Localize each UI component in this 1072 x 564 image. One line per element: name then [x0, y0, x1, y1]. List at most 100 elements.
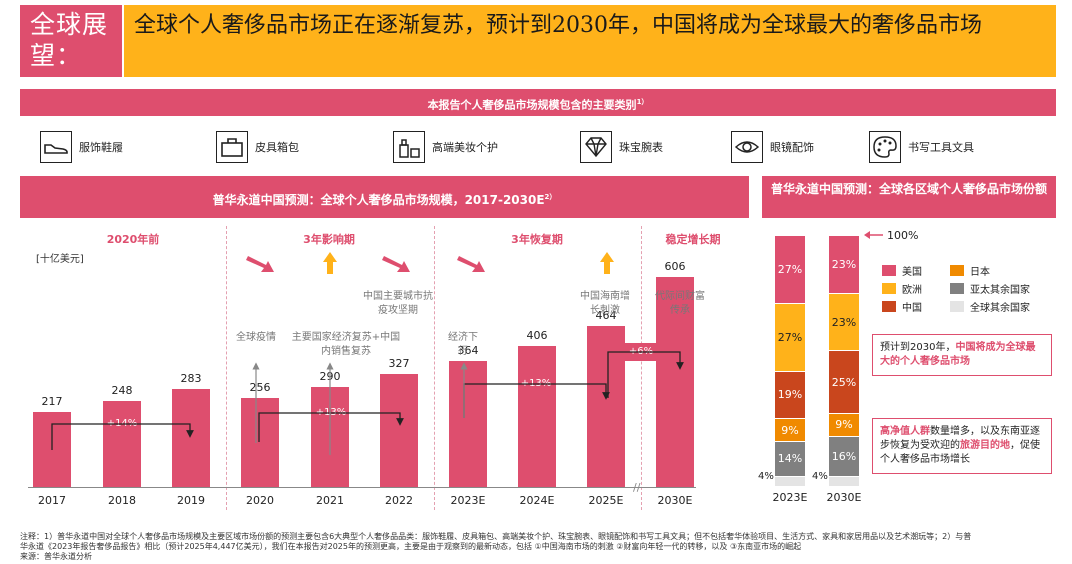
bar-chart-title-sup: 2）	[544, 193, 557, 201]
legend-swatch	[882, 283, 896, 294]
category-eyewear: 眼镜配饰	[731, 131, 814, 163]
cosmetics-icon	[393, 131, 425, 163]
footnote: 注释：1）普华永道中国对全球个人奢侈品市场规模及主要区域市场份额的预测主要包含6…	[20, 532, 1060, 562]
eye-icon	[731, 131, 763, 163]
share-segment-2023E: 9%	[775, 419, 805, 441]
bar-value-label: 606	[664, 260, 686, 274]
bar-chart-title-band: 普华永道中国预测：全球个人奢侈品市场规模，2017-2030E2）	[20, 176, 749, 218]
legend-label: 中国	[902, 303, 922, 314]
legend-label: 欧洲	[902, 285, 922, 296]
bar-2023E	[449, 361, 487, 487]
category-label: 珠宝腕表	[619, 141, 663, 154]
note-highlight: 中国将成为全球最大的个人奢侈品市场	[880, 342, 1036, 367]
share-segment-2023E: 27%	[775, 303, 805, 371]
diamond-icon	[580, 131, 612, 163]
note-china-largest: 预计到2030年，中国将成为全球最大的个人奢侈品市场	[872, 334, 1052, 376]
share-segment-2023E: 27%	[775, 236, 805, 303]
legend-item-apac: 亚太其余国家	[950, 281, 1030, 296]
trend-down-arrow-icon	[246, 256, 485, 272]
share-segment-2023E: 19%	[775, 371, 805, 419]
palette-icon	[869, 131, 901, 163]
share-segment-2030E: 23%	[829, 236, 859, 293]
x-tick-label: 2020	[246, 494, 274, 507]
share-segment-2030E: 9%	[829, 414, 859, 436]
bar-value-label: 256	[249, 381, 271, 395]
bar-2030E	[656, 277, 694, 487]
bar-value-label: 364	[457, 344, 479, 357]
legend-swatch	[950, 283, 964, 294]
note-highlight: 旅游目的地	[960, 440, 1010, 451]
bar-2019	[172, 389, 210, 487]
phase-label: 3年影响期	[303, 233, 355, 246]
x-axis	[28, 487, 696, 488]
note-text: 预计到2030年，	[880, 342, 956, 353]
phase-label: 3年恢复期	[511, 233, 563, 246]
categories-band-sup: 1）	[636, 98, 649, 106]
legend-label: 日本	[970, 267, 990, 278]
shoe-icon	[40, 131, 72, 163]
legend-swatch	[950, 265, 964, 276]
legend-item-china: 中国	[882, 299, 922, 314]
y-axis-unit: [十亿美元]	[36, 254, 84, 265]
category-apparel: 服饰鞋履	[40, 131, 123, 163]
phase-label: 2020年前	[106, 233, 160, 246]
bag-icon	[216, 131, 248, 163]
bar-value-label: 248	[111, 384, 133, 398]
category-leather: 皮具箱包	[216, 131, 299, 163]
x-tick-label: 2022	[385, 494, 413, 507]
x-tick-label: 2023E	[450, 494, 486, 507]
bar-2025E	[587, 326, 625, 487]
category-label: 书写工具文具	[908, 141, 974, 154]
categories-band-title: 本报告个人奢侈品市场规模包含的主要类别	[427, 98, 637, 112]
annotation: 中国海南增长刺激	[580, 291, 630, 316]
phase-divider	[641, 226, 642, 510]
share-small-label: 4%	[812, 470, 828, 482]
x-tick-label: 2017	[38, 494, 66, 507]
legend-item-rest: 全球其余国家	[950, 299, 1030, 314]
share-segment-2030E	[829, 476, 859, 486]
bar-value-label: 327	[388, 356, 410, 370]
bar-value-label: 283	[180, 372, 202, 386]
annotation: 中国主要城市抗疫攻坚期	[363, 291, 433, 316]
footnote-source: 来源：普华永道分析	[20, 552, 92, 561]
bar-value-label: 217	[41, 394, 63, 408]
x-tick-label: 2018	[108, 494, 136, 507]
category-label: 服饰鞋履	[79, 141, 123, 154]
x-tick-label: 2030E	[657, 494, 693, 507]
annotation-leader	[252, 362, 468, 455]
axis-break: //	[633, 481, 641, 494]
category-jewelry: 珠宝腕表	[580, 131, 663, 163]
share-segment-2030E: 25%	[829, 351, 859, 414]
share-segment-2023E	[775, 476, 805, 486]
bar-2022	[380, 373, 418, 487]
phase-divider	[226, 226, 227, 510]
category-stationery: 书写工具文具	[869, 131, 974, 163]
note-text: ，促使个人奢侈品市场增长	[880, 440, 1040, 465]
annotation: 全球疫情	[236, 332, 276, 343]
share-chart-title-band: 普华永道中国预测：全球各区域个人奢侈品市场份额	[762, 176, 1056, 218]
note-growth-drivers: 高净值人群数量增多，以及东南亚逐步恢复为受欢迎的旅游目的地，促使个人奢侈品市场增…	[872, 418, 1052, 474]
share-chart-title: 普华永道中国预测：全球各区域个人奢侈品市场份额	[770, 182, 1047, 196]
share-segment-2023E: 14%	[775, 441, 805, 476]
note-highlight: 高净值人群	[880, 426, 930, 437]
x-tick-label: 2019	[177, 494, 205, 507]
legend-label: 美国	[902, 267, 922, 278]
footnote-line: 注释：1）普华永道中国对全球个人奢侈品市场规模及主要区域市场份额的预测主要包含6…	[20, 532, 972, 541]
share-segment-2030E: 16%	[829, 436, 859, 476]
x-tick-label: 2024E	[519, 494, 555, 507]
category-label: 眼镜配饰	[770, 141, 814, 154]
legend-swatch	[882, 265, 896, 276]
category-beauty: 高端美妆个护	[393, 131, 498, 163]
section-label: 全球展望：	[20, 5, 122, 77]
hundred-percent-label: 100%	[887, 229, 919, 242]
note-text: 数量增多，以及东南亚逐步恢复为受欢迎的	[880, 426, 1040, 451]
legend-item-japan: 日本	[950, 263, 990, 278]
annotation: 主要国家经济复苏+中国内销售复苏	[291, 332, 401, 357]
category-label: 高端美妆个护	[432, 141, 498, 154]
legend-item-us: 美国	[882, 263, 922, 278]
bar-value-label: 464	[595, 309, 617, 323]
phase-divider	[434, 226, 435, 510]
bar-value-label: 406	[526, 329, 548, 343]
growth-connector	[51, 351, 684, 450]
